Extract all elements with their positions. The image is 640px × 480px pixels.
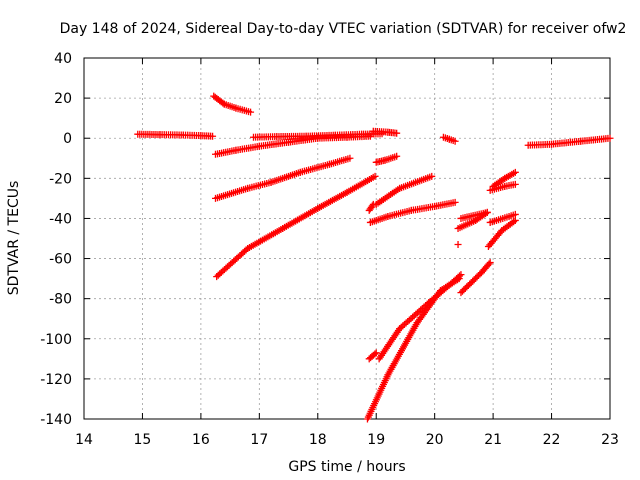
y-tick-label: -20: [49, 171, 72, 187]
data-point: [454, 241, 462, 249]
y-axis-label: SDTVAR / TECUs: [6, 181, 22, 296]
data-point: [247, 108, 255, 116]
data-point: [483, 208, 491, 216]
data-point: [511, 180, 519, 188]
x-tick-label: 18: [309, 432, 327, 448]
data-point: [451, 198, 459, 206]
data-point: [486, 259, 494, 267]
y-tick-label: -60: [49, 252, 72, 268]
data-point: [457, 271, 465, 279]
axis-ticks: 14 15 16 17 18 19 20 21 22 23 40 20 0 -20 -40 -60 -80 -10…: [40, 51, 619, 448]
data-point: [428, 172, 436, 180]
y-tick-label: 40: [54, 51, 72, 67]
y-tick-label: -100: [40, 332, 72, 348]
plot-frame: [83, 57, 611, 420]
data-point: [371, 172, 379, 180]
x-tick-label: 17: [250, 432, 268, 448]
data-point: [451, 137, 459, 145]
data-point: [511, 168, 519, 176]
x-tick-label: 20: [426, 432, 444, 448]
data-point: [485, 260, 493, 268]
data-point: [372, 349, 380, 357]
data-point: [371, 350, 379, 358]
y-tick-label: -40: [49, 211, 72, 227]
data-point: [209, 132, 217, 140]
x-tick-label: 23: [601, 432, 619, 448]
x-axis-label: GPS time / hours: [288, 459, 405, 475]
data-point: [511, 210, 519, 218]
x-tick-label: 21: [484, 432, 502, 448]
x-tick-label: 14: [75, 432, 93, 448]
y-tick-label: -140: [40, 412, 72, 428]
data-point: [393, 129, 401, 137]
y-tick-label: 20: [54, 91, 72, 107]
y-tick-label: -80: [49, 292, 72, 308]
data-point: [393, 152, 401, 160]
x-tick-label: 22: [543, 432, 561, 448]
data-points: [134, 92, 614, 423]
x-tick-label: 19: [367, 432, 385, 448]
data-point: [606, 134, 614, 142]
data-point: [368, 202, 376, 210]
data-point: [346, 154, 354, 162]
y-tick-label: -120: [40, 372, 72, 388]
x-tick-label: 16: [192, 432, 210, 448]
y-tick-label: 0: [63, 131, 72, 147]
data-point: [455, 275, 463, 283]
chart-title: Day 148 of 2024, Sidereal Day-to-day VTE…: [60, 21, 627, 37]
data-point: [510, 218, 518, 226]
grid-lines: [84, 58, 610, 419]
x-tick-label: 15: [134, 432, 152, 448]
data-point: [511, 216, 519, 224]
